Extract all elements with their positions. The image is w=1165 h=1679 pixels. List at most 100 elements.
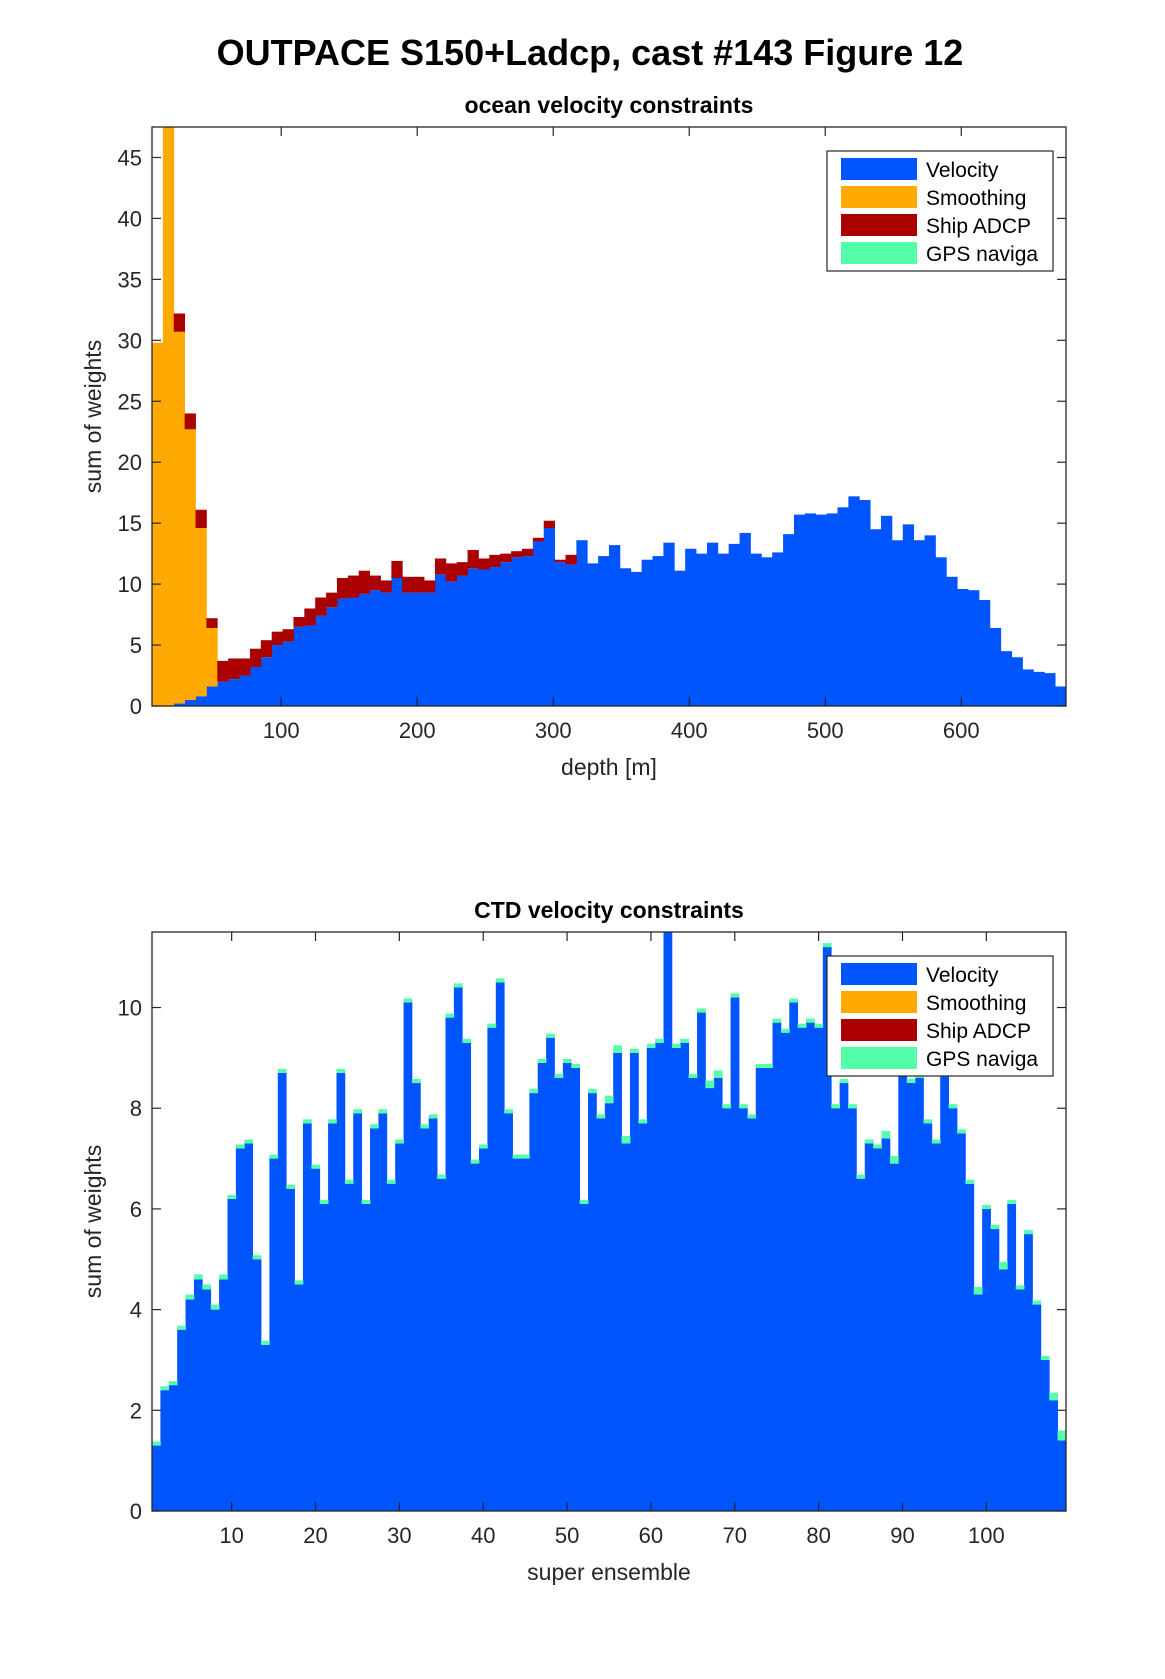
bar-velocity	[619, 568, 632, 706]
bar-velocity	[946, 576, 958, 706]
bar-velocity	[185, 1299, 195, 1511]
legend-label: Ship ADCP	[926, 215, 1031, 238]
bar-velocity	[898, 1057, 908, 1511]
bar-gps-naviga	[244, 1139, 254, 1144]
bar-gps-naviga	[344, 1179, 354, 1184]
bar-velocity	[537, 1062, 547, 1511]
bar-gps-naviga	[210, 1304, 220, 1310]
bar-smoothing	[184, 429, 196, 700]
bar-velocity	[870, 529, 882, 706]
axes-box	[151, 126, 1067, 707]
bar-velocity	[621, 1143, 631, 1511]
bar-gps-naviga	[193, 1274, 203, 1280]
bar-velocity	[982, 1208, 991, 1511]
bar-velocity	[688, 1078, 698, 1511]
bar-ship-adcp	[336, 578, 349, 599]
bar-ship-adcp	[511, 551, 523, 558]
bar-velocity	[576, 540, 588, 706]
bar-velocity	[1015, 1289, 1025, 1511]
y-axis-label: sum of weights	[80, 1145, 106, 1298]
x-axis-label: depth [m]	[561, 754, 657, 780]
bar-velocity	[235, 1148, 245, 1511]
bar-smoothing	[1066, 623, 1077, 706]
bar-gps-naviga	[579, 1199, 589, 1204]
bar-velocity	[968, 590, 980, 706]
bar-velocity	[160, 1390, 170, 1511]
x-tick-label: 40	[471, 1523, 495, 1548]
bar-velocity	[467, 568, 479, 706]
bar-velocity	[413, 592, 425, 706]
bar-gps-naviga	[294, 1280, 304, 1285]
bar-velocity	[347, 597, 360, 706]
bar-gps-naviga	[370, 1124, 379, 1129]
bar-velocity	[948, 1108, 958, 1511]
x-tick-label: 70	[723, 1523, 747, 1548]
bar-gps-naviga	[1077, 422, 1088, 424]
chart-title: ocean velocity constraints	[465, 92, 754, 118]
bar-velocity	[304, 625, 316, 706]
legend-label: Ship ADCP	[926, 1020, 1031, 1043]
bar-gps-naviga	[864, 1139, 874, 1144]
y-tick-label: 8	[130, 1096, 142, 1121]
bar-smoothing	[152, 342, 164, 706]
bar-gps-naviga	[269, 1154, 279, 1159]
bar-gps-naviga	[1049, 1392, 1059, 1401]
bar-gps-naviga	[982, 1204, 991, 1209]
bar-velocity	[489, 567, 501, 706]
y-tick-label: 15	[118, 511, 142, 536]
bar-ship-adcp	[293, 617, 305, 627]
bar-gps-naviga	[328, 1119, 337, 1124]
bar-velocity	[562, 1062, 572, 1511]
bar-velocity	[403, 1002, 413, 1511]
bar-velocity	[184, 699, 196, 706]
bar-gps-naviga	[889, 1156, 899, 1164]
bar-velocity	[663, 932, 673, 1511]
bar-velocity	[529, 1093, 539, 1511]
bar-velocity	[453, 987, 463, 1511]
bar-ship-adcp	[282, 629, 294, 642]
y-tick-label: 45	[118, 145, 142, 170]
bar-velocity	[282, 641, 294, 706]
bar-velocity	[671, 1047, 681, 1511]
bar-ship-adcp	[326, 592, 338, 608]
y-tick-label: 2	[130, 1398, 142, 1423]
x-tick-label: 100	[968, 1523, 1005, 1548]
y-tick-label: 6	[130, 1197, 142, 1222]
bar-gps-naviga	[470, 1159, 480, 1164]
bar-velocity	[891, 540, 904, 706]
bar-velocity	[674, 570, 686, 706]
bar-velocity	[856, 1178, 866, 1511]
y-tick-label: 0	[130, 694, 142, 719]
bar-velocity	[193, 1279, 203, 1511]
x-tick-label: 30	[387, 1523, 411, 1548]
bar-gps-naviga	[353, 1109, 363, 1114]
bar-velocity	[361, 1203, 371, 1511]
bar-gps-naviga	[403, 998, 413, 1003]
bar-gps-naviga	[202, 1284, 212, 1290]
bar-velocity	[370, 1128, 379, 1511]
bar-velocity	[902, 524, 915, 706]
bar-velocity	[1077, 705, 1088, 706]
x-tick-label: 300	[535, 718, 572, 743]
legend-swatch	[841, 214, 917, 236]
bar-ship-adcp	[195, 509, 207, 529]
bar-velocity	[722, 1108, 731, 1511]
bar-velocity	[906, 1083, 916, 1511]
bar-velocity	[495, 982, 505, 1511]
bar-gps-naviga	[638, 1119, 648, 1124]
bar-velocity	[219, 1279, 228, 1511]
bar-gps-naviga	[1007, 1199, 1017, 1204]
bar-velocity	[434, 574, 447, 706]
x-tick-label: 60	[639, 1523, 663, 1548]
bar-gps-naviga	[755, 1063, 765, 1068]
x-tick-label: 10	[219, 1523, 243, 1548]
bar-velocity	[978, 599, 991, 706]
bar-velocity	[831, 1108, 840, 1511]
bar-gps-naviga	[806, 1018, 815, 1023]
bar-velocity	[598, 556, 610, 706]
bar-velocity	[565, 564, 577, 706]
bar-gps-naviga	[747, 1114, 757, 1119]
bar-velocity	[420, 1128, 430, 1511]
bar-velocity	[655, 1042, 664, 1511]
bar-velocity	[755, 1067, 765, 1511]
